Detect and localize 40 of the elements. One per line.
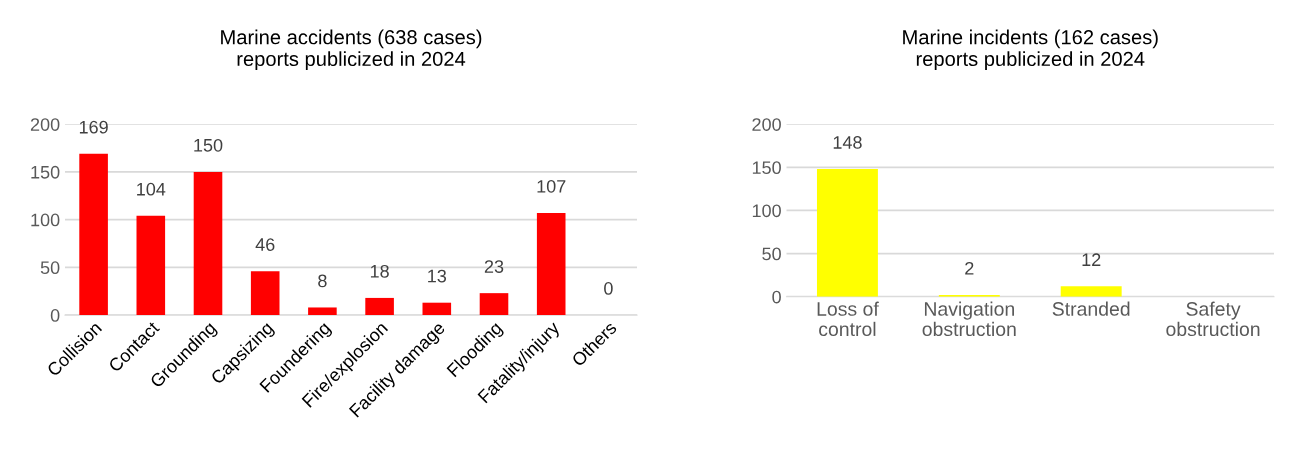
data-label: 12 — [1082, 253, 1101, 266]
bar — [816, 169, 878, 297]
data-label: 8 — [318, 274, 327, 288]
data-label: 2 — [965, 261, 974, 275]
bar — [479, 293, 509, 316]
x-tick-label: Loss of control — [817, 301, 879, 337]
y-tick-label: 150 — [752, 161, 781, 175]
y-tick-label: 0 — [772, 290, 781, 304]
y-tick-label: 100 — [752, 204, 781, 218]
data-label: 104 — [137, 182, 166, 196]
y-tick-label: 0 — [50, 309, 60, 322]
bar — [536, 212, 566, 316]
x-tick-label: Stranded — [1052, 301, 1130, 316]
y-tick-label: 50 — [40, 261, 60, 275]
chart-title: Marine accidents (638 cases) reports publicized in 2024 — [221, 29, 482, 71]
bar — [365, 297, 394, 316]
bar — [1060, 286, 1122, 297]
data-label: 13 — [428, 269, 447, 283]
data-label: 107 — [537, 179, 566, 193]
bar — [308, 307, 337, 316]
data-label: 150 — [194, 138, 223, 152]
data-label: 23 — [484, 260, 504, 273]
data-label: 169 — [79, 120, 108, 134]
x-tick-label: Navigation obstruction — [922, 301, 1016, 337]
bar — [136, 215, 166, 316]
x-tick-label: Safety obstruction — [1166, 301, 1260, 337]
y-tick-label: 50 — [762, 247, 781, 261]
y-tick-label: 200 — [752, 118, 781, 131]
y-tick-label: 150 — [31, 165, 60, 179]
bar — [193, 171, 223, 316]
data-label: 46 — [255, 238, 275, 251]
data-label: 0 — [604, 282, 613, 295]
chart-title: Marine incidents (162 cases) reports publicized in 2024 — [903, 29, 1158, 71]
y-tick-label: 200 — [30, 118, 60, 131]
data-label: 148 — [833, 136, 862, 149]
bar — [250, 271, 280, 316]
bar — [79, 153, 108, 316]
bar — [422, 302, 452, 316]
data-label: 18 — [370, 264, 389, 278]
y-tick-label: 100 — [31, 213, 60, 227]
